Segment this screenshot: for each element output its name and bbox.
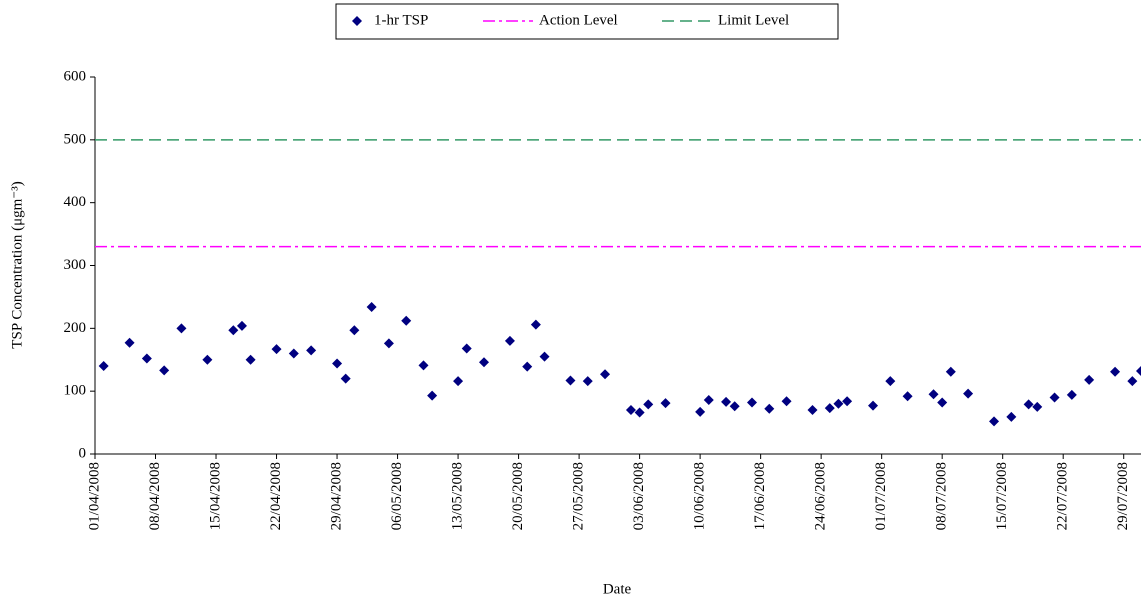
data-point [98,361,109,372]
y-tick-label: 600 [64,68,87,84]
data-point [245,354,256,365]
data-point [989,416,1000,427]
data-point [1006,411,1017,422]
x-tick-label: 08/07/2008 [934,462,950,530]
x-tick-label: 24/06/2008 [813,462,829,530]
data-point [824,403,835,414]
x-tick-label: 20/05/2008 [510,462,526,530]
y-tick-label: 300 [64,257,87,273]
legend-marker [352,16,362,26]
data-point [660,398,671,409]
y-axis-title: TSP Concentration (μgm⁻³) [9,181,25,348]
data-point [1066,389,1077,400]
x-tick-label: 27/05/2008 [571,462,587,530]
data-point [937,397,948,408]
data-point [1032,401,1043,412]
x-tick-label: 01/07/2008 [873,462,889,530]
y-tick-label: 0 [79,445,87,461]
data-point [1084,374,1095,385]
data-point [124,337,135,348]
data-point [453,376,464,387]
data-point [401,315,412,326]
data-point [271,344,282,355]
x-tick-label: 15/04/2008 [207,462,223,530]
data-point [625,405,636,416]
data-point [1110,366,1121,377]
data-point [349,325,360,336]
data-point [418,360,429,371]
data-point [288,348,299,359]
data-point [427,390,438,401]
data-point [461,343,472,354]
data-point [833,398,844,409]
data-point [703,394,714,405]
data-point [764,403,775,414]
data-point [582,376,593,387]
data-point [643,399,654,410]
data-point [781,396,792,407]
data-point [746,397,757,408]
x-tick-label: 03/06/2008 [631,462,647,530]
x-tick-label: 29/04/2008 [328,462,344,530]
data-point [963,388,974,399]
data-point [695,406,706,417]
y-tick-label: 400 [64,194,87,210]
data-point [807,405,818,416]
data-point [522,361,533,372]
x-axis-title: Date [603,581,632,597]
legend-label: 1-hr TSP [374,12,428,28]
data-point [340,373,351,384]
data-point [1136,366,1141,377]
x-tick-label: 22/07/2008 [1055,462,1071,530]
data-point [721,396,732,407]
legend-label: Limit Level [718,12,789,28]
data-point [868,400,879,411]
data-point [176,323,187,334]
data-point [202,354,213,365]
data-point [332,358,343,369]
data-point [842,396,853,407]
data-point [945,366,956,377]
y-tick-label: 200 [64,320,87,336]
data-point [530,319,541,330]
data-point [228,325,239,336]
data-point [306,345,317,356]
data-point [1023,399,1034,410]
data-point [902,391,913,402]
data-point [383,338,394,349]
x-tick-label: 22/04/2008 [268,462,284,530]
legend-box [335,3,839,40]
x-tick-label: 01/04/2008 [86,462,102,530]
data-point [634,407,645,418]
data-point [159,365,170,376]
data-point [885,376,896,387]
data-point [565,375,576,386]
data-point [366,301,377,312]
data-point [141,353,152,364]
y-tick-label: 500 [64,131,87,147]
data-point [236,320,247,331]
x-tick-label: 29/07/2008 [1115,462,1131,530]
x-tick-label: 10/06/2008 [692,462,708,530]
x-tick-label: 06/05/2008 [389,462,405,530]
data-point [928,389,939,400]
y-tick-label: 100 [64,383,87,399]
data-point [729,401,740,412]
x-tick-label: 17/06/2008 [752,462,768,530]
data-point [539,351,550,362]
data-point [1127,376,1138,387]
x-tick-label: 15/07/2008 [994,462,1010,530]
x-tick-label: 08/04/2008 [147,462,163,530]
data-point [479,357,490,368]
data-point [600,369,611,380]
data-point [1049,392,1060,403]
legend-label: Action Level [539,12,618,28]
data-point [504,335,515,346]
x-tick-label: 13/05/2008 [450,462,466,530]
